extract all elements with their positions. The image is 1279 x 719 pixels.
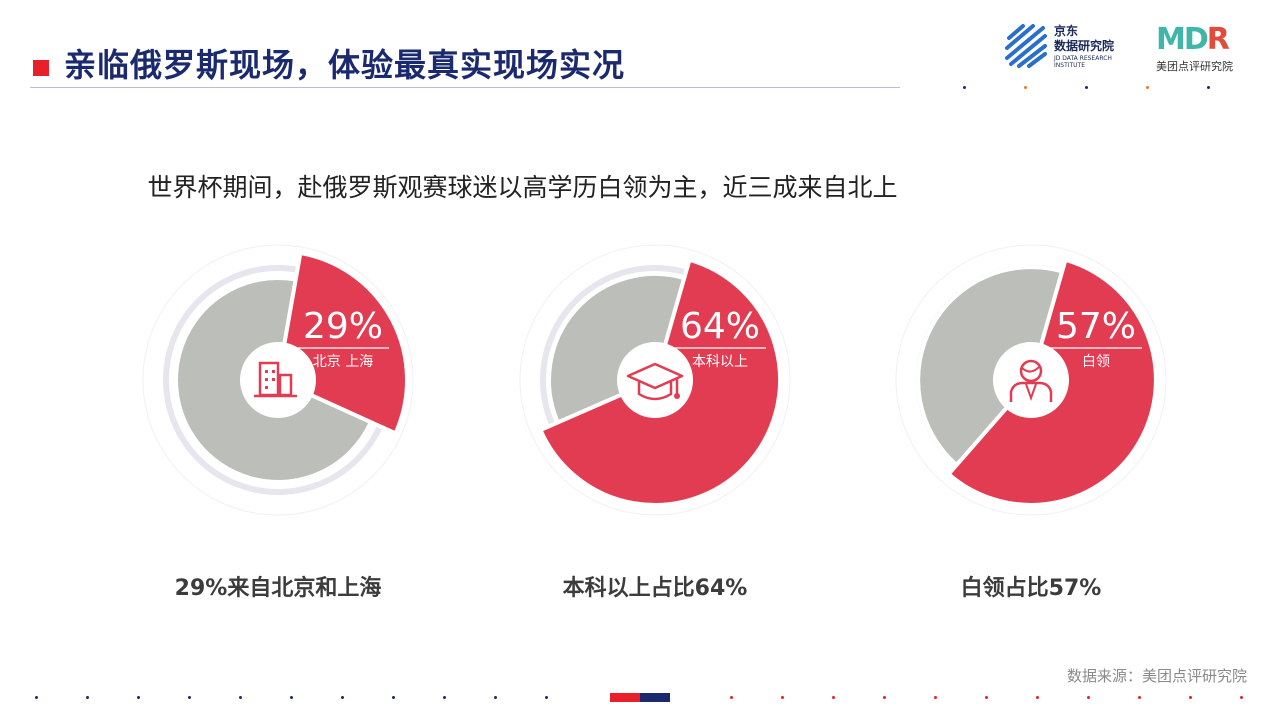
- donut-chart-2: 64% 本科以上: [519, 244, 791, 516]
- decor-dot: [832, 696, 835, 699]
- decor-dot: [239, 696, 242, 699]
- title-marker: [33, 60, 49, 76]
- decor-dot: [392, 696, 395, 699]
- decor-dot: [341, 696, 344, 699]
- decor-dot: [934, 696, 937, 699]
- decor-dot: [137, 696, 140, 699]
- footer-bar-blue: [640, 693, 670, 702]
- city-buildings-icon: [254, 361, 297, 398]
- category-label: 北京 上海: [313, 354, 373, 370]
- caption-white-collar: 白领占比57%: [960, 576, 1102, 601]
- data-source: 数据来源：美团点评研究院: [1066, 667, 1247, 685]
- donut-chart-1: 29% 北京 上海: [142, 244, 414, 516]
- decor-dot: [188, 696, 191, 699]
- decor-dot: [1024, 86, 1027, 89]
- decor-dot: [290, 696, 293, 699]
- donut-chart-3: 57% 白领: [895, 244, 1167, 516]
- decor-dot: [1207, 86, 1210, 89]
- decor-dot: [1036, 696, 1039, 699]
- mdr-logo: MDR 美团点评研究院: [1152, 22, 1242, 74]
- caption-bachelor-above: 本科以上占比64%: [562, 576, 748, 601]
- jd-logo-name-line2: 数据研究院: [1054, 39, 1115, 53]
- mdr-logo-md: MD: [1156, 22, 1209, 57]
- decor-dot: [781, 696, 784, 699]
- decor-dot: [494, 696, 497, 699]
- decor-dot: [883, 696, 886, 699]
- decor-dot: [985, 696, 988, 699]
- mdr-logo-name: 美团点评研究院: [1156, 60, 1233, 73]
- jd-stripes-icon: [1005, 24, 1047, 68]
- donut-slice-rest: [916, 265, 1065, 468]
- decor-dot: [545, 696, 548, 699]
- mdr-logo-mark: MDR: [1156, 22, 1230, 58]
- jd-logo-name-line1: 京东: [1054, 24, 1079, 38]
- caption-beijing-shanghai: 29%来自北京和上海: [174, 576, 382, 601]
- subtitle: 世界杯期间，赴俄罗斯观赛球迷以高学历白领为主，近三成来自北上: [147, 173, 898, 202]
- decor-dots-bottom-left: [35, 696, 548, 699]
- value-label: 29%: [303, 306, 383, 347]
- donut-center: [617, 342, 693, 418]
- page-title: 亲临俄罗斯现场，体验最真实现场实况: [64, 46, 626, 84]
- decor-dot: [1189, 696, 1192, 699]
- decor-dots-top: [963, 86, 1210, 89]
- category-label: 白领: [1082, 354, 1110, 370]
- title-divider: [30, 87, 900, 88]
- category-label: 本科以上: [692, 354, 748, 370]
- decor-dot: [443, 696, 446, 699]
- graduation-cap-icon: [626, 362, 684, 401]
- decor-dot: [86, 696, 89, 699]
- value-label: 64%: [680, 306, 760, 347]
- donut-slice-rest: [547, 272, 687, 426]
- decor-dot: [1085, 86, 1088, 89]
- decor-dot: [1087, 696, 1090, 699]
- decor-dot: [730, 696, 733, 699]
- jd-data-research-logo: 京东 数据研究院 JD DATA RESEARCH INSTITUTE: [1003, 22, 1133, 74]
- decor-dot: [1240, 696, 1243, 699]
- decor-dot: [35, 696, 38, 699]
- decor-dot: [1146, 86, 1149, 89]
- jd-logo-english: JD DATA RESEARCH INSTITUTE: [1054, 55, 1112, 69]
- decor-dot: [1138, 696, 1141, 699]
- white-collar-person-icon: [1009, 359, 1053, 402]
- decor-dot: [963, 86, 966, 89]
- footer-bar-red: [610, 693, 640, 702]
- value-label: 57%: [1056, 306, 1136, 347]
- mdr-logo-r: R: [1206, 22, 1230, 57]
- decor-dots-bottom-right: [730, 696, 1243, 699]
- jd-logo-name: 京东 数据研究院: [1054, 24, 1114, 54]
